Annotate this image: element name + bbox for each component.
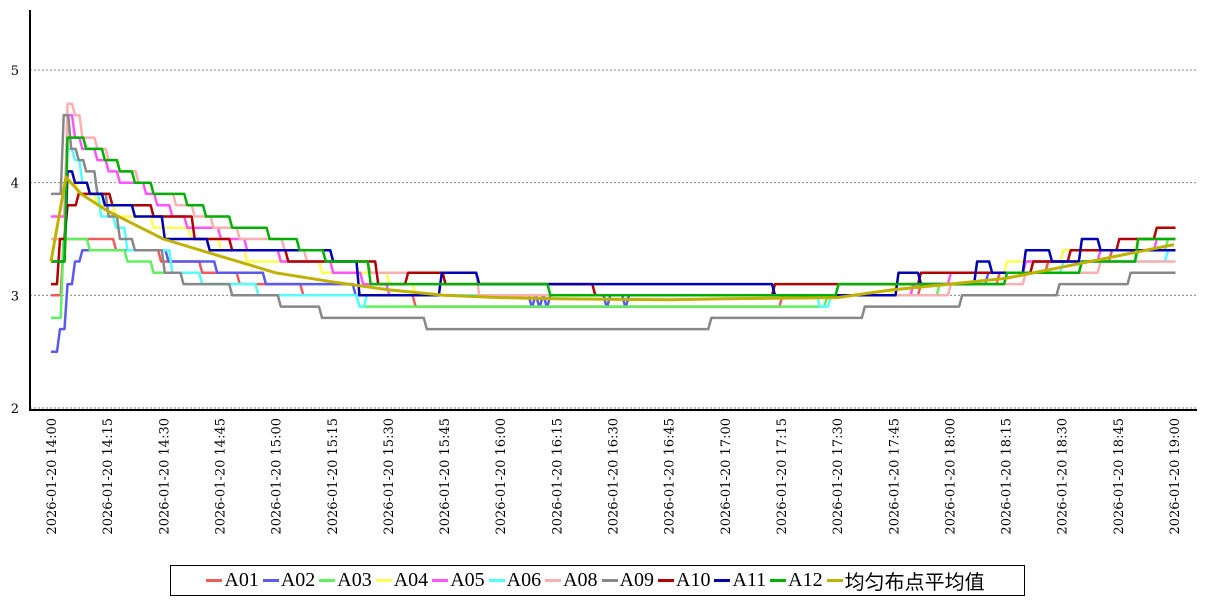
legend-item: 均匀布点平均值 xyxy=(826,566,985,595)
x-tick-label: 2026-01-20 15:45 xyxy=(438,418,453,535)
legend-label: A11 xyxy=(732,569,767,591)
line-chart: 2 3 4 5 2026-01-20 14:00 2026-01-20 14:15 2026… xyxy=(11,10,1197,535)
legend-swatch xyxy=(770,579,787,582)
series-line-均匀布点平均值 xyxy=(49,175,1175,302)
legend-item: A09 xyxy=(601,569,654,592)
legend-label: 均匀布点平均值 xyxy=(844,572,985,594)
x-tick-label: 2026-01-20 17:00 xyxy=(719,418,734,535)
x-tick-label: 2026-01-20 18:15 xyxy=(1000,418,1015,535)
legend-label: A08 xyxy=(563,569,598,591)
series-line-A05 xyxy=(51,113,1176,297)
x-tick-label: 2026-01-20 15:15 xyxy=(326,418,341,535)
legend-swatch xyxy=(206,579,223,582)
x-tick-label: 2026-01-20 17:45 xyxy=(887,418,902,535)
x-tick-label: 2026-01-20 14:30 xyxy=(157,418,172,535)
x-tick-label: 2026-01-20 18:30 xyxy=(1056,418,1071,535)
x-tick-label: 2026-01-20 15:00 xyxy=(270,418,285,535)
legend-item: A11 xyxy=(714,569,766,592)
legend-item: A10 xyxy=(658,569,710,592)
x-tick-label: 2026-01-20 14:00 xyxy=(45,418,60,535)
x-tick-label: 2026-01-20 16:15 xyxy=(550,418,565,535)
y-tick-label: 3 xyxy=(11,289,19,304)
legend-label: A10 xyxy=(676,569,711,591)
legend-item: A08 xyxy=(545,569,598,592)
y-tick-label: 2 xyxy=(11,402,19,417)
legend-item: A06 xyxy=(488,569,542,592)
legend-swatch xyxy=(545,579,562,582)
x-tick-label: 2026-01-20 17:15 xyxy=(775,418,790,535)
x-tick-label: 2026-01-20 16:00 xyxy=(494,418,509,535)
x-tick-label: 2026-01-20 19:00 xyxy=(1168,418,1183,535)
legend-item: A03 xyxy=(319,569,372,592)
legend-swatch xyxy=(375,579,392,582)
series-line-A12 xyxy=(51,136,1176,297)
legend-item: A05 xyxy=(432,569,485,592)
legend-item: A12 xyxy=(770,569,823,592)
legend-swatch xyxy=(432,579,449,582)
legend: A01 A02 A03 A04 A05 A06 A08 A09 A10 A11 A12 均匀布点平均值 xyxy=(170,565,1025,596)
legend-swatch xyxy=(319,579,336,582)
legend-item: A02 xyxy=(262,569,316,592)
series-line-A08 xyxy=(51,102,1176,297)
series-line-A11 xyxy=(51,170,1176,297)
x-tick-label: 2026-01-20 18:00 xyxy=(943,418,958,535)
x-tick-label: 2026-01-20 16:30 xyxy=(607,418,622,535)
legend-swatch xyxy=(714,579,731,582)
x-tick-label: 2026-01-20 14:15 xyxy=(101,418,116,535)
legend-label: A04 xyxy=(393,569,429,591)
legend-label: A02 xyxy=(280,569,316,591)
x-tick-label: 2026-01-20 18:45 xyxy=(1112,418,1127,535)
legend-label: A01 xyxy=(224,569,259,591)
legend-swatch xyxy=(262,579,279,582)
x-tick-label: 2026-01-20 16:45 xyxy=(663,418,678,535)
legend-item: A01 xyxy=(206,569,259,592)
x-tick-label: 2026-01-20 15:30 xyxy=(382,418,397,535)
legend-item: A04 xyxy=(375,569,429,592)
y-tick-label: 5 xyxy=(11,64,19,79)
series-line-A09 xyxy=(51,113,1176,331)
x-tick-label: 2026-01-20 14:45 xyxy=(213,418,228,535)
legend-label: A05 xyxy=(450,569,485,591)
legend-label: A06 xyxy=(506,569,542,591)
legend-label: A12 xyxy=(788,569,823,591)
legend-swatch xyxy=(658,579,674,582)
legend-label: A09 xyxy=(619,569,654,591)
y-tick-label: 4 xyxy=(11,177,19,192)
legend-swatch xyxy=(488,579,505,582)
legend-label: A03 xyxy=(337,569,372,591)
legend-swatch xyxy=(826,579,843,582)
x-tick-label: 2026-01-20 17:30 xyxy=(831,418,846,535)
legend-swatch xyxy=(601,579,618,582)
